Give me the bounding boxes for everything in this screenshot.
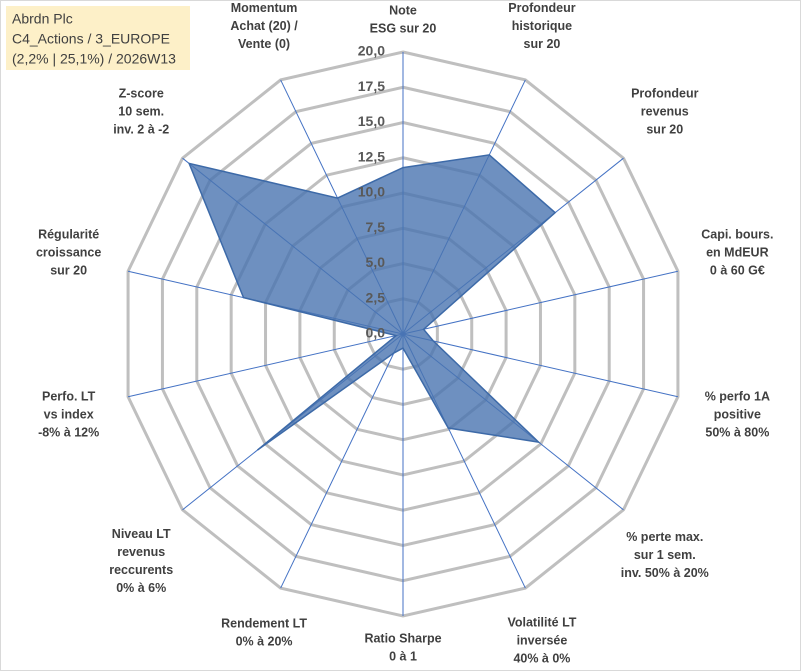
axis-label: Note xyxy=(389,3,417,17)
axis-label: Capi. bours. xyxy=(701,227,773,241)
axis-label: sur 20 xyxy=(524,37,561,51)
axis-label: 0% à 20% xyxy=(236,635,293,649)
chart-title: C4_Actions / 3_EUROPE xyxy=(12,31,170,47)
r-tick-label: 20,0 xyxy=(358,43,385,59)
axis-label: Momentum xyxy=(231,1,298,15)
axis-label: revenus xyxy=(641,104,689,118)
axis-label: ESG sur 20 xyxy=(370,21,437,35)
axis-line xyxy=(402,270,679,335)
axis-label: Régularité xyxy=(38,227,99,241)
axis-label: reccurents xyxy=(109,563,173,577)
r-tick-label: 2,5 xyxy=(366,289,386,305)
axis-label: % perfo 1A xyxy=(705,389,770,403)
r-tick-label: 17,5 xyxy=(358,78,385,94)
axis-label: sur 20 xyxy=(50,263,87,277)
radar-area xyxy=(187,154,557,451)
axis-label: Niveau LT xyxy=(112,527,171,541)
axis-label: vs index xyxy=(44,407,94,421)
axis-label: Ratio Sharpe xyxy=(364,631,441,645)
axis-label: Rendement LT xyxy=(221,617,307,631)
chart-title: (2,2% | 25,1%) / 2026W13 xyxy=(12,51,176,67)
axis-label: sur 20 xyxy=(646,122,683,136)
axis-label: Profondeur xyxy=(631,86,698,100)
axis-label: % perte max. xyxy=(626,530,703,544)
axis-label: sur 1 sem. xyxy=(634,548,696,562)
r-tick-label: 7,5 xyxy=(366,219,386,235)
axis-label: inv. 2 à -2 xyxy=(113,122,169,136)
chart-title: Abrdn Plc xyxy=(12,11,73,27)
axis-label: inv. 50% à 20% xyxy=(621,566,709,580)
axis-line xyxy=(280,333,404,589)
axis-label: -8% à 12% xyxy=(38,425,99,439)
axis-line xyxy=(402,333,679,398)
axis-label: historique xyxy=(512,19,572,33)
axis-label: positive xyxy=(714,407,761,421)
axis-label: Achat (20) / xyxy=(230,19,298,33)
axis-label: 40% à 0% xyxy=(513,652,570,666)
axis-label: Z-score xyxy=(119,86,164,100)
axis-label: 0 à 1 xyxy=(389,649,417,663)
axis-label: Volatilité LT xyxy=(507,616,576,630)
r-tick-label: 0,0 xyxy=(366,325,386,341)
axis-label: croissance xyxy=(36,245,101,259)
title-box xyxy=(6,6,190,70)
axis-label: Perfo. LT xyxy=(42,389,96,403)
axis-label: 0 à 60 G€ xyxy=(710,263,765,277)
axis-label: 50% à 80% xyxy=(705,425,769,439)
r-tick-label: 5,0 xyxy=(366,254,386,270)
axis-label: 10 sem. xyxy=(118,104,164,118)
axis-label: inversée xyxy=(517,634,568,648)
r-tick-label: 15,0 xyxy=(358,113,385,129)
axis-label: revenus xyxy=(117,545,165,559)
axis-label: Profondeur xyxy=(508,1,575,15)
axis-label: Vente (0) xyxy=(238,37,290,51)
r-tick-label: 10,0 xyxy=(358,184,385,200)
axis-label: 0% à 6% xyxy=(116,581,166,595)
r-tick-label: 12,5 xyxy=(358,148,385,164)
axis-label: en MdEUR xyxy=(706,245,769,259)
axis-line xyxy=(127,333,404,398)
